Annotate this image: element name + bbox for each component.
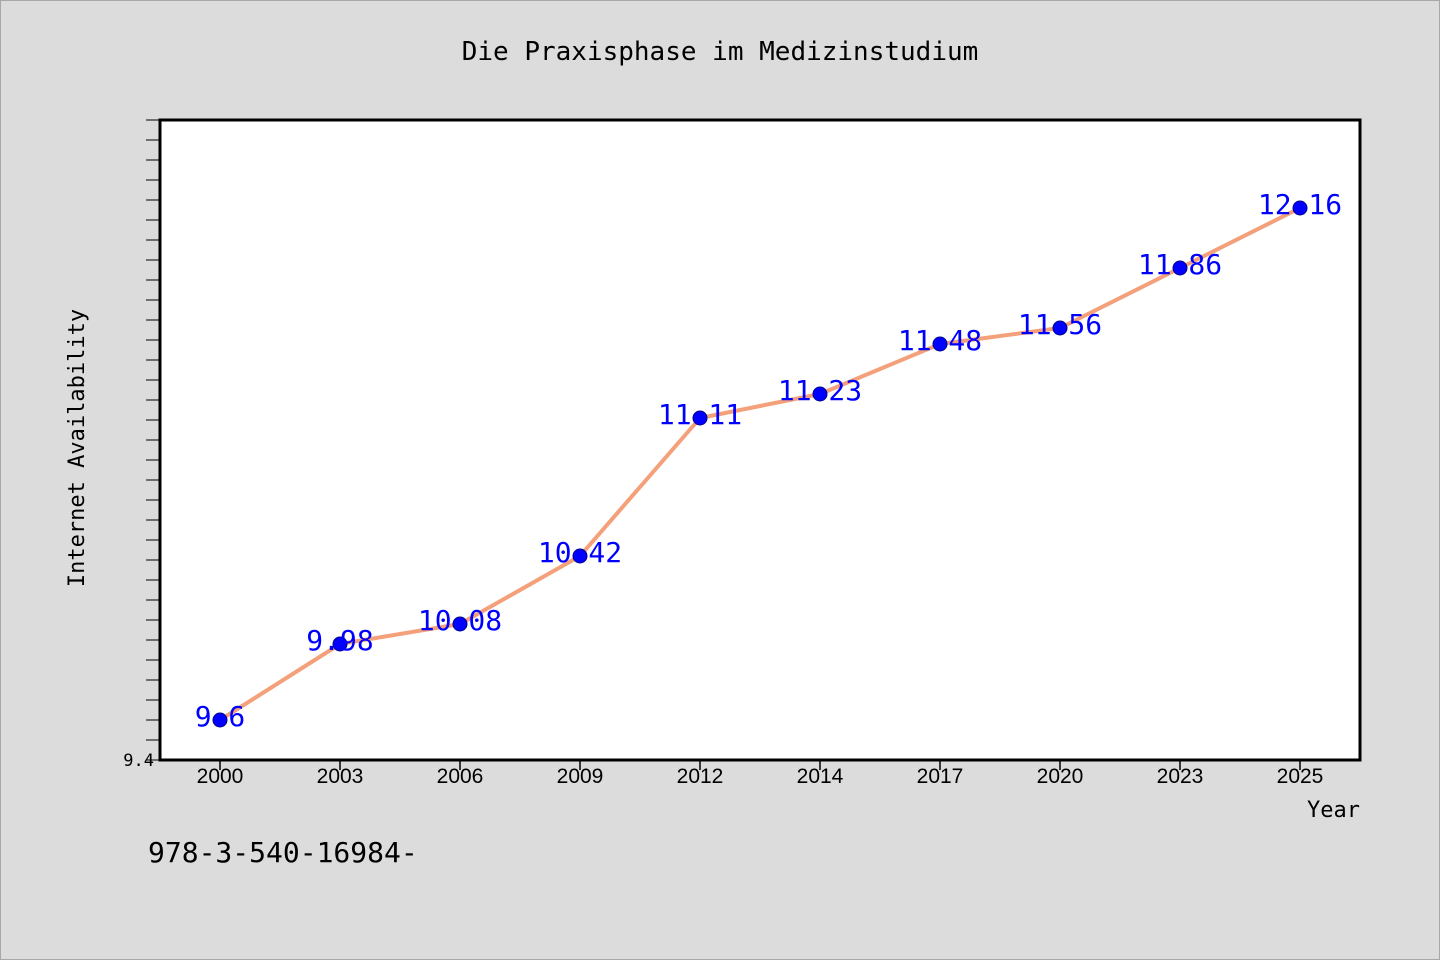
y-axis-label: Internet Availability xyxy=(65,309,90,587)
data-labels: 9.6 9.98 10.08 10.42 11.11 11.23 11.48 11.56 11.… xyxy=(195,188,1342,733)
data-point xyxy=(932,336,948,352)
y-tick-label: 9.4 xyxy=(123,751,154,771)
data-label: 9.6 xyxy=(195,700,246,733)
data-label: 10.42 xyxy=(538,536,622,569)
data-label: 11.56 xyxy=(1018,308,1102,341)
x-axis-label: Year xyxy=(1307,798,1360,823)
data-label: 10.08 xyxy=(418,604,502,637)
x-tick-label: 2014 xyxy=(797,765,844,788)
data-point xyxy=(1172,260,1188,276)
data-label: 11.23 xyxy=(778,374,862,407)
x-axis-tick-labels: 2000 2003 2006 2009 2012 2014 2017 2020 2023 2025 xyxy=(197,765,1324,788)
x-tick-label: 2023 xyxy=(1157,765,1204,788)
data-point xyxy=(212,712,228,728)
x-tick-label: 2012 xyxy=(677,765,724,788)
x-tick-label: 2025 xyxy=(1277,765,1324,788)
data-point xyxy=(692,410,708,426)
y-axis-ticks xyxy=(146,119,160,761)
x-axis-ticks xyxy=(219,760,1301,770)
x-tick-label: 2017 xyxy=(917,765,964,788)
chart-title: Die Praxisphase im Medizinstudium xyxy=(462,37,979,67)
plot-area xyxy=(158,118,1362,762)
x-tick-label: 2006 xyxy=(437,765,484,788)
data-point xyxy=(812,386,828,402)
x-tick-label: 2000 xyxy=(197,765,244,788)
data-point xyxy=(572,548,588,564)
data-label: 11.11 xyxy=(658,398,742,431)
data-label: 9.98 xyxy=(306,624,373,657)
data-point xyxy=(452,616,468,632)
data-markers xyxy=(212,200,1308,728)
series-line xyxy=(218,206,1301,722)
x-tick-label: 2003 xyxy=(317,765,364,788)
x-tick-label: 2020 xyxy=(1037,765,1084,788)
x-tick-label: 2009 xyxy=(557,765,604,788)
data-point xyxy=(1292,200,1308,216)
data-point xyxy=(332,636,348,652)
data-point xyxy=(1052,320,1068,336)
footer-code: 978-3-540-16984- xyxy=(148,836,418,869)
data-label: 11.86 xyxy=(1138,248,1222,281)
data-label: 11.48 xyxy=(898,324,982,357)
y-axis-tick-labels: 9.4 xyxy=(123,751,154,771)
data-label: 12.16 xyxy=(1258,188,1342,221)
